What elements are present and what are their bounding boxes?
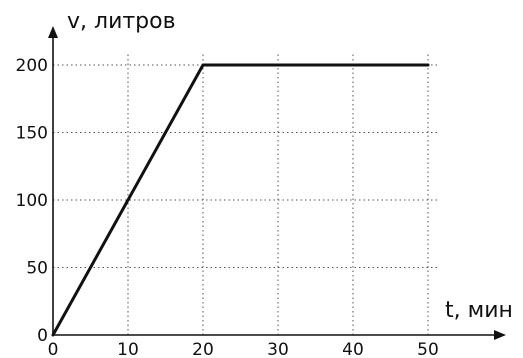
x-axis-label: t, мин (445, 298, 513, 323)
grid (53, 53, 438, 335)
axes (48, 26, 506, 340)
tick-labels: 0 10 20 30 40 50 0 50 100 150 200 (16, 56, 439, 358)
y-tick-label: 150 (16, 124, 48, 144)
x-axis-arrow-icon (494, 330, 506, 340)
series-line-0 (51, 63, 430, 337)
x-tick-label: 10 (117, 340, 139, 358)
y-tick-label: 50 (26, 259, 48, 279)
x-tick-label: 0 (48, 340, 59, 358)
y-tick-label: 0 (37, 326, 48, 346)
x-tick-label: 40 (342, 340, 364, 358)
series-group (51, 63, 430, 337)
y-tick-label: 100 (16, 191, 48, 211)
y-tick-label: 200 (16, 56, 48, 76)
x-tick-label: 30 (267, 340, 289, 358)
y-axis-arrow-icon (48, 26, 58, 38)
x-tick-label: 20 (192, 340, 214, 358)
x-tick-label: 50 (417, 340, 439, 358)
y-axis-label: v, литров (67, 9, 176, 34)
